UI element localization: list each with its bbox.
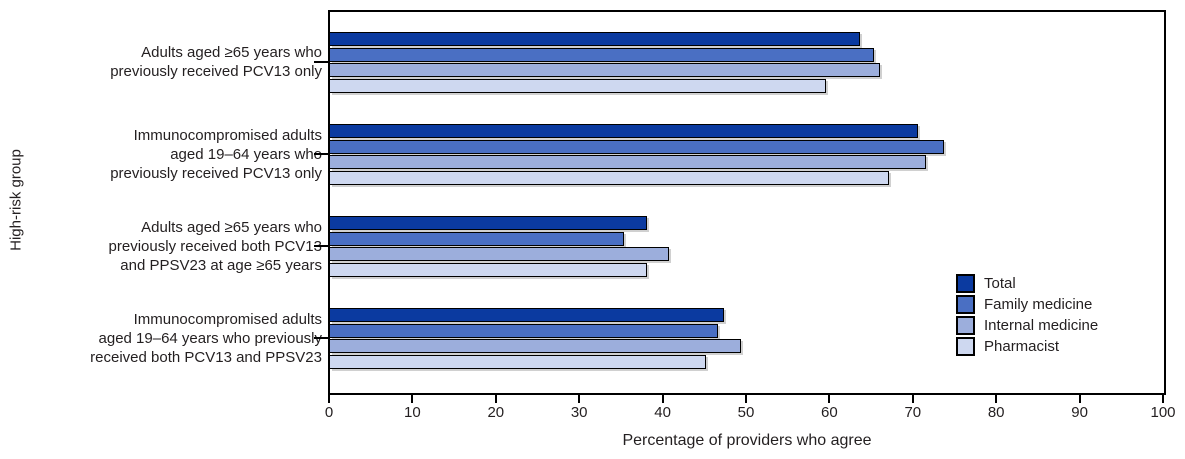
legend-swatch-internal-medicine xyxy=(956,316,975,335)
x-tick-label: 20 xyxy=(487,404,505,421)
bar-group2-pharmacist xyxy=(330,170,889,185)
bar-group1-total xyxy=(330,32,860,46)
category-label-group4: Immunocompromised adults aged 19–64 year… xyxy=(90,310,322,366)
x-axis-title: Percentage of providers who agree xyxy=(622,432,872,449)
legend-swatch-family-medicine xyxy=(956,295,975,314)
x-tick-label: 100 xyxy=(1150,404,1176,421)
x-tick-label: 60 xyxy=(821,404,838,421)
x-tick xyxy=(494,395,497,403)
x-tick-label: 40 xyxy=(654,404,671,421)
x-tick xyxy=(661,395,664,403)
legend-label: Pharmacist xyxy=(984,338,1060,355)
bar-group3-total xyxy=(330,216,647,230)
y-tick xyxy=(314,245,328,248)
bar-group3-internal-medicine xyxy=(330,247,670,261)
legend-row-family-medicine: Family medicine xyxy=(956,294,1098,315)
bar-group2-family-medicine xyxy=(330,139,944,154)
category-label-group3: Adults aged ≥65 years who previously rec… xyxy=(108,218,322,274)
x-tick xyxy=(828,395,831,403)
y-tick xyxy=(314,153,328,156)
bar-group3-family-medicine xyxy=(330,231,624,246)
bar-group3-pharmacist xyxy=(330,262,647,277)
category-label-group1: Adults aged ≥65 years who previously rec… xyxy=(110,44,322,81)
plot-area xyxy=(328,10,1166,395)
bar-group4-internal-medicine xyxy=(330,339,742,353)
legend-row-pharmacist: Pharmacist xyxy=(956,336,1098,357)
bar-group2-internal-medicine xyxy=(330,155,927,169)
x-tick xyxy=(911,395,914,403)
legend-swatch-pharmacist xyxy=(956,337,975,356)
bar-group1-pharmacist xyxy=(330,78,827,93)
y-tick xyxy=(314,61,328,64)
x-tick xyxy=(578,395,581,403)
legend-label: Total xyxy=(984,275,1016,292)
bar-group4-family-medicine xyxy=(330,323,718,338)
legend-swatch-total xyxy=(956,274,975,293)
x-tick-label: 90 xyxy=(1071,404,1088,421)
legend-row-total: Total xyxy=(956,273,1098,294)
bar-group1-internal-medicine xyxy=(330,63,881,77)
x-tick xyxy=(328,395,330,403)
bar-group2-total xyxy=(330,124,918,138)
legend-row-internal-medicine: Internal medicine xyxy=(956,315,1098,336)
x-tick-label: 70 xyxy=(904,404,922,421)
x-tick xyxy=(1078,395,1081,403)
x-tick-label: 10 xyxy=(404,404,421,421)
bar-group4-pharmacist xyxy=(330,354,707,369)
category-label-group2: Immunocompromised adults aged 19–64 year… xyxy=(110,126,322,182)
legend: Total Family medicine Internal medicine … xyxy=(956,273,1098,357)
x-tick xyxy=(745,395,747,403)
y-tick xyxy=(314,337,328,340)
legend-label: Family medicine xyxy=(984,296,1093,313)
x-tick xyxy=(1162,395,1164,403)
x-tick xyxy=(995,395,998,403)
bar-group4-total xyxy=(330,308,724,322)
x-tick-label: 80 xyxy=(987,404,1005,421)
x-tick-label: 50 xyxy=(737,404,755,421)
x-tick-label: 30 xyxy=(570,404,588,421)
bar-group1-family-medicine xyxy=(330,47,874,62)
x-tick-label: 0 xyxy=(324,404,334,421)
x-tick xyxy=(411,395,414,403)
legend-label: Internal medicine xyxy=(984,317,1099,334)
